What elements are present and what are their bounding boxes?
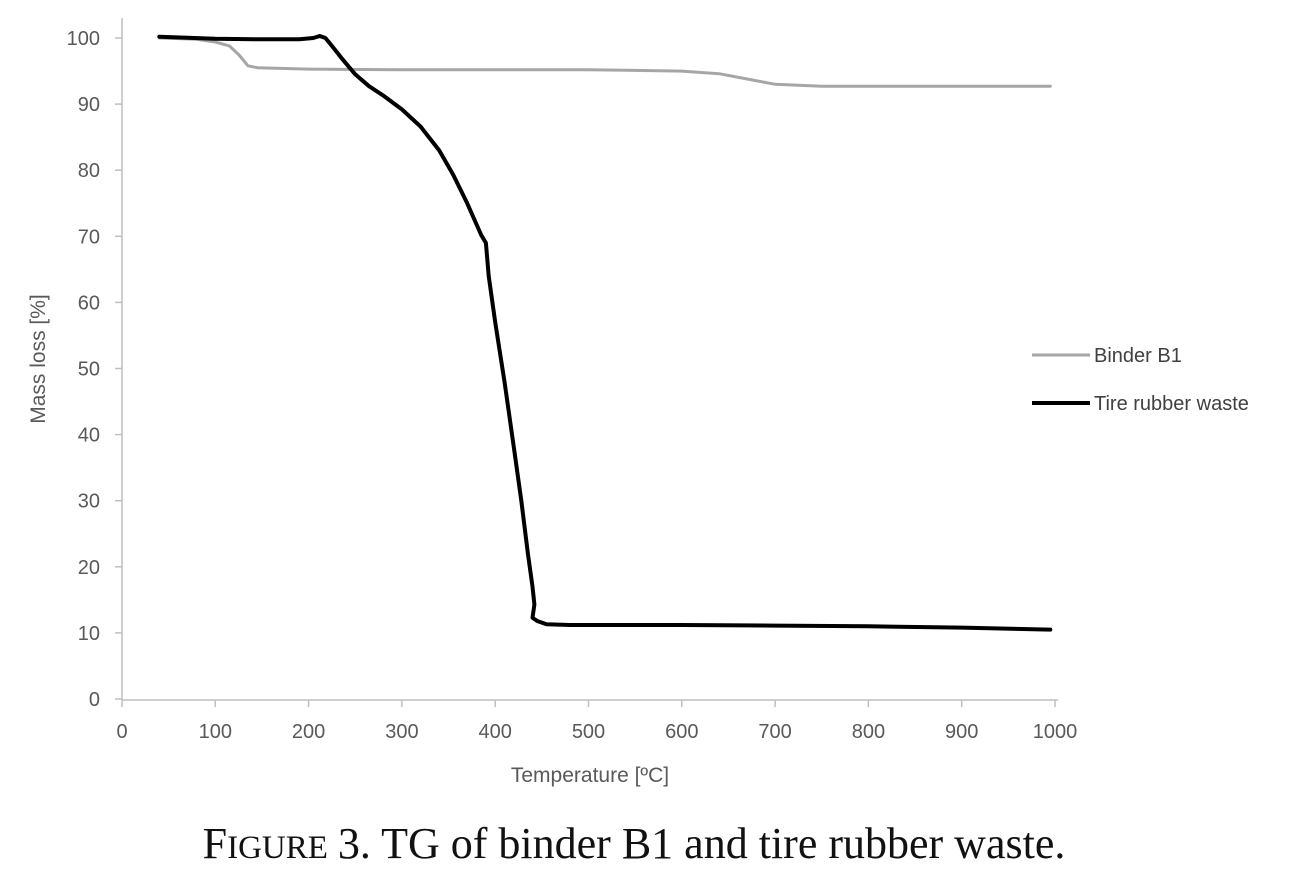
x-tick-label: 600: [665, 721, 698, 743]
x-tick-label: 1000: [1033, 721, 1078, 743]
y-tick-label: 20: [78, 557, 100, 579]
x-tick-label: 300: [385, 721, 418, 743]
x-axis-ticks: 0 100 200 300 400 500 600 700 800 900 1000: [116, 700, 1077, 743]
y-tick-label: 90: [78, 94, 100, 116]
x-tick-label: 200: [292, 721, 325, 743]
series-line-tire-rubber-waste: [157, 34, 1053, 632]
y-tick-label: 10: [78, 623, 100, 645]
caption-figure-word: IGURE: [227, 830, 328, 866]
y-tick-label: 80: [78, 160, 100, 182]
y-axis-title: Mass loss [%]: [27, 294, 50, 424]
series-line-binder-b1: [157, 36, 1052, 88]
y-tick-label: 100: [67, 28, 100, 50]
x-tick-label: 800: [852, 721, 885, 743]
x-tick-label: 100: [199, 721, 232, 743]
y-tick-label: 0: [89, 689, 100, 711]
x-tick-label: 0: [116, 721, 127, 743]
caption-figure-initial: F: [203, 819, 227, 868]
legend: Binder B1 Tire rubber waste: [1032, 345, 1249, 415]
series-lines: [157, 34, 1053, 632]
y-tick-label: 60: [78, 292, 100, 314]
figure-caption: FIGURE 3. TG of binder B1 and tire rubber…: [203, 819, 1066, 868]
x-tick-label: 900: [945, 721, 978, 743]
caption-text: 3. TG of binder B1 and tire rubber waste…: [338, 819, 1065, 868]
legend-label-tire-rubber-waste: Tire rubber waste: [1094, 393, 1249, 415]
x-axis-title: Temperature [ºC]: [511, 764, 669, 787]
y-tick-label: 50: [78, 359, 100, 381]
y-tick-label: 40: [78, 425, 100, 447]
x-tick-label: 700: [758, 721, 791, 743]
y-tick-label: 70: [78, 226, 100, 248]
x-tick-label: 500: [572, 721, 605, 743]
y-axis-ticks: 0 10 20 30 40 50 60 70 80 90 100: [67, 28, 122, 711]
x-tick-label: 400: [479, 721, 512, 743]
y-tick-label: 30: [78, 491, 100, 513]
legend-label-binder-b1: Binder B1: [1094, 345, 1182, 367]
